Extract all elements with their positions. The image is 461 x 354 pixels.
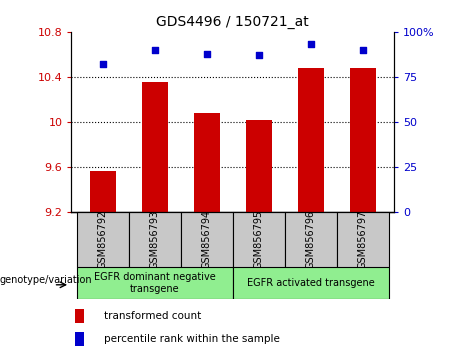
FancyBboxPatch shape: [233, 267, 389, 299]
Point: [151, 47, 159, 53]
Text: EGFR dominant negative
transgene: EGFR dominant negative transgene: [94, 272, 216, 294]
Text: transformed count: transformed count: [104, 311, 201, 321]
Bar: [90, 171, 116, 212]
FancyBboxPatch shape: [77, 267, 233, 299]
Text: GSM856794: GSM856794: [202, 210, 212, 269]
Point: [99, 62, 106, 67]
Bar: [75, 309, 84, 323]
Bar: [142, 81, 168, 212]
Text: GSM856797: GSM856797: [358, 210, 368, 269]
Title: GDS4496 / 150721_at: GDS4496 / 150721_at: [156, 16, 309, 29]
Point: [307, 42, 314, 47]
Text: GSM856793: GSM856793: [150, 210, 160, 269]
Text: genotype/variation: genotype/variation: [0, 275, 93, 285]
Bar: [194, 113, 220, 212]
Text: GSM856792: GSM856792: [98, 210, 108, 269]
Bar: [350, 68, 376, 212]
FancyBboxPatch shape: [233, 212, 285, 267]
FancyBboxPatch shape: [337, 212, 389, 267]
Point: [359, 47, 366, 53]
Text: GSM856795: GSM856795: [254, 210, 264, 269]
Text: EGFR activated transgene: EGFR activated transgene: [247, 278, 375, 288]
FancyBboxPatch shape: [77, 212, 129, 267]
FancyBboxPatch shape: [129, 212, 181, 267]
Bar: [75, 332, 84, 346]
Bar: [298, 68, 324, 212]
FancyBboxPatch shape: [181, 212, 233, 267]
Text: percentile rank within the sample: percentile rank within the sample: [104, 334, 280, 344]
Point: [203, 51, 211, 56]
Text: GSM856796: GSM856796: [306, 210, 316, 269]
FancyBboxPatch shape: [285, 212, 337, 267]
Point: [255, 52, 262, 58]
Bar: [246, 120, 272, 212]
